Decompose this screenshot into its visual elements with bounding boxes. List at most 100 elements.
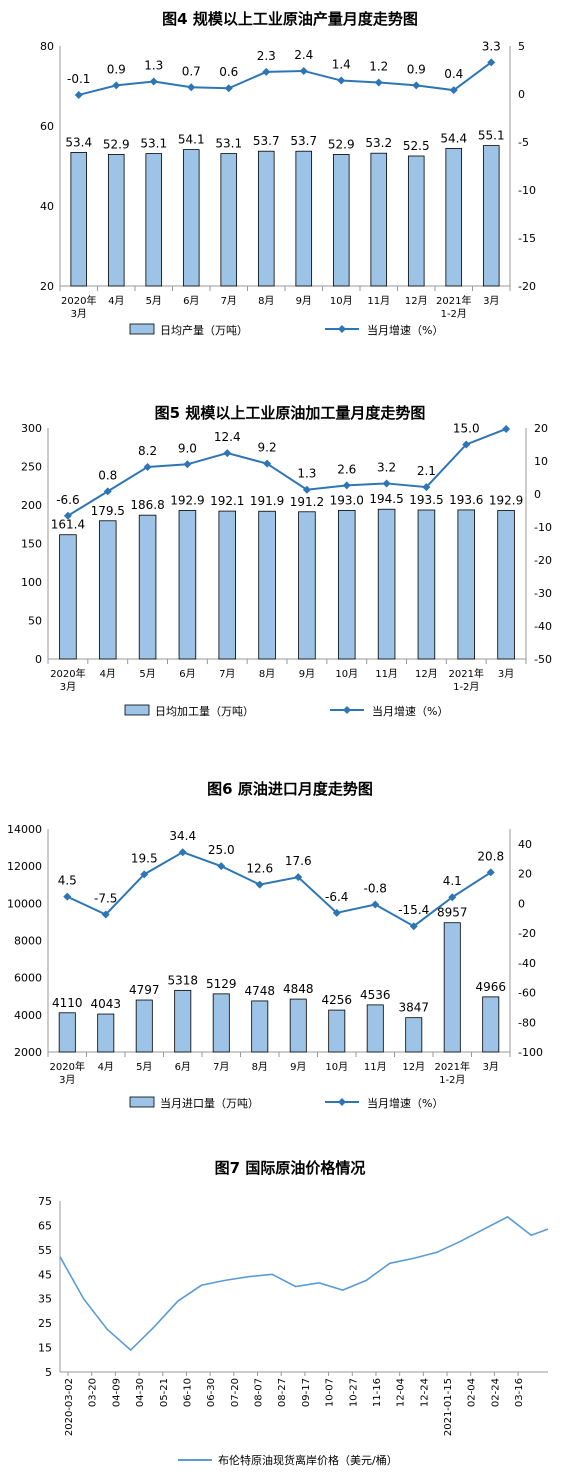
- right-tick-label: 0: [518, 88, 525, 101]
- x-tick-label: 12-04: [396, 1378, 407, 1407]
- right-tick-label: -15: [518, 232, 536, 245]
- bar: [482, 145, 500, 287]
- category-label: 8月: [252, 1061, 268, 1073]
- bar-data-label: 4536: [360, 988, 391, 1002]
- category-label: 12月: [415, 668, 438, 680]
- left-tick-label: 250: [21, 461, 42, 474]
- growth-data-label: -7.5: [94, 891, 117, 905]
- x-tick-label: 06-10: [182, 1378, 193, 1407]
- growth-point: [149, 77, 158, 86]
- y-tick-label: 25: [38, 1317, 52, 1330]
- right-tick-label: -60: [518, 987, 536, 1000]
- growth-point: [294, 873, 303, 882]
- legend-bar-swatch: [129, 323, 155, 335]
- bar: [70, 152, 88, 287]
- x-tick-label: 03-20: [88, 1378, 99, 1407]
- growth-data-label: -0.8: [364, 882, 387, 896]
- left-tick-label: 6000: [14, 972, 42, 985]
- bar-data-label: 192.9: [170, 493, 204, 507]
- left-tick-label: 50: [28, 615, 42, 628]
- growth-point: [337, 76, 346, 85]
- bar: [497, 510, 515, 660]
- bar-data-label: 193.5: [409, 493, 443, 507]
- bar: [212, 993, 230, 1053]
- growth-data-label: 3.3: [482, 39, 501, 53]
- bar-data-label: 194.5: [369, 492, 403, 506]
- growth-point: [299, 66, 308, 75]
- bar: [298, 511, 316, 660]
- category-label: 7月: [213, 1061, 229, 1073]
- category-label: 6月: [175, 1061, 191, 1073]
- x-tick-label: 08-07: [254, 1378, 265, 1407]
- growth-point: [332, 908, 341, 917]
- bar: [417, 509, 436, 660]
- bar: [218, 510, 237, 660]
- category-label: 9月: [290, 1061, 306, 1073]
- category-label: 2021年: [436, 294, 471, 307]
- bar-data-label: 191.2: [290, 495, 324, 509]
- bar-data-label: 53.7: [253, 134, 280, 148]
- bar: [59, 534, 77, 660]
- chart7: 5 15 25 35 45 55 65 75 2020-03-02 03-20 04-09 04-30…: [38, 1195, 549, 1467]
- bar-data-label: 53.7: [290, 134, 317, 148]
- x-tick-label: 08-27: [277, 1378, 288, 1407]
- bar: [337, 509, 356, 660]
- left-tick-label: 14000: [7, 823, 42, 836]
- growth-point: [183, 460, 192, 469]
- bar: [257, 150, 275, 287]
- category-label: 3月: [498, 668, 514, 680]
- legend-label: 布伦特原油现货离岸价格（美元/桶）: [218, 1453, 398, 1467]
- bar: [97, 1013, 115, 1053]
- growth-data-label: 3.2: [377, 460, 396, 474]
- y-tick-label: 35: [38, 1293, 52, 1306]
- growth-data-label: 9.2: [258, 441, 277, 455]
- category-label: 11月: [364, 1061, 387, 1073]
- growth-data-label: 12.4: [214, 430, 241, 444]
- category-label: 12月: [405, 295, 428, 307]
- right-tick-label: -10: [534, 521, 552, 534]
- right-tick-label: -100: [518, 1046, 543, 1059]
- growth-data-label: 25.0: [208, 843, 235, 857]
- bar-data-label: 193.6: [449, 493, 483, 507]
- x-tick-label: 02-04: [467, 1378, 478, 1407]
- right-tick-label: 0: [518, 897, 525, 910]
- legend-bar-label: 日均产量（万吨）: [160, 323, 248, 337]
- category-label: 10月: [330, 295, 353, 307]
- growth-data-label: 15.0: [453, 422, 480, 436]
- category-label: 6月: [183, 295, 199, 307]
- category-label: 10月: [325, 1061, 348, 1073]
- growth-point: [448, 893, 457, 902]
- bar-data-label: 193.0: [330, 493, 364, 507]
- category-label: 3月: [483, 295, 499, 307]
- growth-point: [342, 481, 351, 490]
- category-label: 5月: [139, 668, 155, 680]
- growth-data-label: 8.2: [138, 444, 157, 458]
- growth-data-label: 17.6: [285, 854, 312, 868]
- growth-data-label: 20.8: [477, 849, 504, 863]
- bar-data-label: 52.5: [403, 139, 430, 153]
- growth-point: [63, 511, 72, 520]
- y-tick-label: 45: [38, 1268, 52, 1281]
- bar: [107, 154, 125, 287]
- x-tick-label: 03-16: [514, 1378, 525, 1407]
- right-tick-label: 10: [534, 455, 548, 468]
- category-label: 9月: [299, 668, 315, 680]
- left-tick-label: 40: [40, 200, 54, 213]
- left-tick-label: 100: [21, 576, 42, 589]
- bar-data-label: 192.9: [489, 493, 523, 507]
- bar: [182, 149, 200, 287]
- category-label: 6月: [179, 668, 195, 680]
- bar-data-label: 8957: [437, 906, 468, 920]
- chart7-title: 图7 国际原油价格情况: [214, 1159, 366, 1177]
- left-tick-label: 300: [21, 422, 42, 435]
- legend-line-label: 当月增速（%）: [372, 704, 448, 718]
- growth-data-label: 1.3: [297, 467, 316, 481]
- growth-data-label: 0.9: [107, 62, 126, 76]
- category-label: 10月: [335, 668, 358, 680]
- growth-point: [302, 485, 311, 494]
- category-label: 9月: [296, 295, 312, 307]
- growth-point: [140, 870, 149, 879]
- right-tick-label: -5: [518, 136, 529, 149]
- growth-data-label: 1.2: [369, 59, 388, 73]
